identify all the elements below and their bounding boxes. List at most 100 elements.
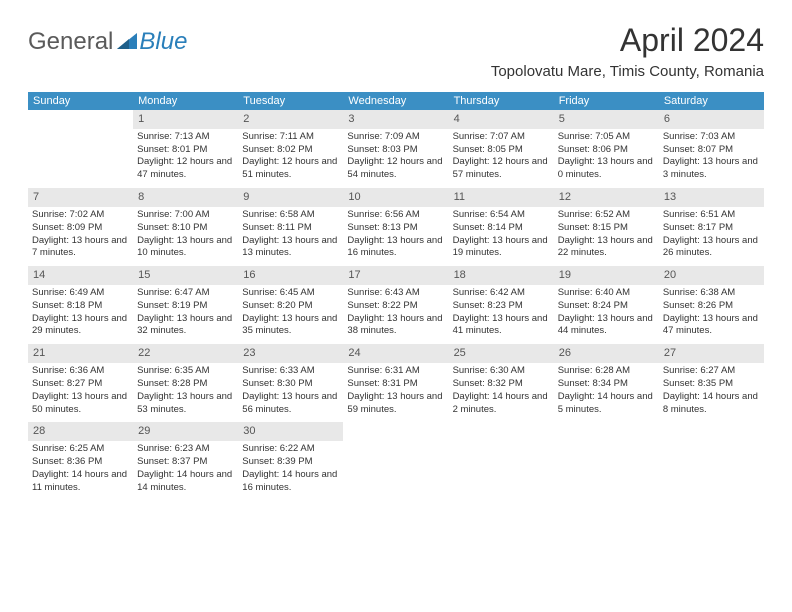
daylight-text: Daylight: 13 hours and 16 minutes. bbox=[347, 235, 444, 261]
sunrise-text: Sunrise: 6:23 AM bbox=[137, 443, 234, 456]
daylight-text: Daylight: 13 hours and 19 minutes. bbox=[453, 235, 550, 261]
daylight-text: Daylight: 12 hours and 57 minutes. bbox=[453, 156, 550, 182]
sunset-text: Sunset: 8:24 PM bbox=[558, 300, 655, 313]
sunset-text: Sunset: 8:05 PM bbox=[453, 144, 550, 157]
sunrise-text: Sunrise: 7:11 AM bbox=[242, 131, 339, 144]
day-cell bbox=[28, 129, 133, 188]
day-content-row: Sunrise: 6:25 AMSunset: 8:36 PMDaylight:… bbox=[28, 441, 764, 500]
daylight-text: Daylight: 12 hours and 54 minutes. bbox=[347, 156, 444, 182]
day-cell bbox=[554, 441, 659, 500]
day-number: 17 bbox=[343, 266, 448, 285]
day-cell: Sunrise: 6:45 AMSunset: 8:20 PMDaylight:… bbox=[238, 285, 343, 344]
day-number: 26 bbox=[554, 344, 659, 363]
day-number: 9 bbox=[238, 188, 343, 207]
sunset-text: Sunset: 8:11 PM bbox=[242, 222, 339, 235]
logo-text-general: General bbox=[28, 28, 113, 56]
day-number bbox=[28, 110, 133, 129]
day-cell: Sunrise: 7:09 AMSunset: 8:03 PMDaylight:… bbox=[343, 129, 448, 188]
day-cell: Sunrise: 6:49 AMSunset: 8:18 PMDaylight:… bbox=[28, 285, 133, 344]
day-number: 29 bbox=[133, 422, 238, 441]
day-cell: Sunrise: 7:00 AMSunset: 8:10 PMDaylight:… bbox=[133, 207, 238, 266]
sunrise-text: Sunrise: 6:25 AM bbox=[32, 443, 129, 456]
day-number: 21 bbox=[28, 344, 133, 363]
daylight-text: Daylight: 13 hours and 22 minutes. bbox=[558, 235, 655, 261]
sunset-text: Sunset: 8:14 PM bbox=[453, 222, 550, 235]
day-number-row: 14151617181920 bbox=[28, 266, 764, 285]
day-number: 16 bbox=[238, 266, 343, 285]
sunset-text: Sunset: 8:30 PM bbox=[242, 378, 339, 391]
sunrise-text: Sunrise: 6:47 AM bbox=[137, 287, 234, 300]
daylight-text: Daylight: 13 hours and 7 minutes. bbox=[32, 235, 129, 261]
day-number: 22 bbox=[133, 344, 238, 363]
day-number: 13 bbox=[659, 188, 764, 207]
day-number: 11 bbox=[449, 188, 554, 207]
weekday-header: Monday bbox=[133, 92, 238, 110]
day-cell: Sunrise: 6:22 AMSunset: 8:39 PMDaylight:… bbox=[238, 441, 343, 500]
sunset-text: Sunset: 8:32 PM bbox=[453, 378, 550, 391]
sunset-text: Sunset: 8:01 PM bbox=[137, 144, 234, 157]
sunrise-text: Sunrise: 6:51 AM bbox=[663, 209, 760, 222]
day-content-row: Sunrise: 6:36 AMSunset: 8:27 PMDaylight:… bbox=[28, 363, 764, 422]
daylight-text: Daylight: 13 hours and 38 minutes. bbox=[347, 313, 444, 339]
daylight-text: Daylight: 14 hours and 11 minutes. bbox=[32, 469, 129, 495]
sunrise-text: Sunrise: 6:35 AM bbox=[137, 365, 234, 378]
sunrise-text: Sunrise: 7:05 AM bbox=[558, 131, 655, 144]
weekday-header: Friday bbox=[554, 92, 659, 110]
day-number: 23 bbox=[238, 344, 343, 363]
sunset-text: Sunset: 8:22 PM bbox=[347, 300, 444, 313]
day-cell: Sunrise: 7:05 AMSunset: 8:06 PMDaylight:… bbox=[554, 129, 659, 188]
daylight-text: Daylight: 13 hours and 41 minutes. bbox=[453, 313, 550, 339]
sunset-text: Sunset: 8:23 PM bbox=[453, 300, 550, 313]
sunset-text: Sunset: 8:03 PM bbox=[347, 144, 444, 157]
sunrise-text: Sunrise: 6:58 AM bbox=[242, 209, 339, 222]
sunset-text: Sunset: 8:13 PM bbox=[347, 222, 444, 235]
day-cell: Sunrise: 6:42 AMSunset: 8:23 PMDaylight:… bbox=[449, 285, 554, 344]
day-number: 10 bbox=[343, 188, 448, 207]
daylight-text: Daylight: 12 hours and 51 minutes. bbox=[242, 156, 339, 182]
day-number: 5 bbox=[554, 110, 659, 129]
day-number: 12 bbox=[554, 188, 659, 207]
day-number-row: 21222324252627 bbox=[28, 344, 764, 363]
sunset-text: Sunset: 8:26 PM bbox=[663, 300, 760, 313]
day-number-row: 78910111213 bbox=[28, 188, 764, 207]
daylight-text: Daylight: 14 hours and 16 minutes. bbox=[242, 469, 339, 495]
day-content-row: Sunrise: 7:13 AMSunset: 8:01 PM Daylight:… bbox=[28, 129, 764, 188]
sunrise-text: Sunrise: 6:54 AM bbox=[453, 209, 550, 222]
day-cell: Sunrise: 6:52 AMSunset: 8:15 PMDaylight:… bbox=[554, 207, 659, 266]
header: General Blue April 2024 Topolovatu Mare,… bbox=[28, 22, 764, 80]
weekday-header: Tuesday bbox=[238, 92, 343, 110]
daylight-text: Daylight: 14 hours and 8 minutes. bbox=[663, 391, 760, 417]
day-number bbox=[449, 422, 554, 441]
day-cell bbox=[343, 441, 448, 500]
sunrise-text: Sunrise: 7:00 AM bbox=[137, 209, 234, 222]
day-content-row: Sunrise: 7:02 AMSunset: 8:09 PMDaylight:… bbox=[28, 207, 764, 266]
sunset-text: Sunset: 8:15 PM bbox=[558, 222, 655, 235]
sunrise-text: Sunrise: 6:45 AM bbox=[242, 287, 339, 300]
day-cell: Sunrise: 6:23 AMSunset: 8:37 PMDaylight:… bbox=[133, 441, 238, 500]
day-number: 14 bbox=[28, 266, 133, 285]
day-number-row: 282930 bbox=[28, 422, 764, 441]
daylight-text: Daylight: 13 hours and 50 minutes. bbox=[32, 391, 129, 417]
daylight-text: Daylight: 13 hours and 32 minutes. bbox=[137, 313, 234, 339]
sunrise-text: Sunrise: 6:52 AM bbox=[558, 209, 655, 222]
day-cell: Sunrise: 6:56 AMSunset: 8:13 PMDaylight:… bbox=[343, 207, 448, 266]
daylight-text: Daylight: 13 hours and 29 minutes. bbox=[32, 313, 129, 339]
sunrise-text: Sunrise: 6:30 AM bbox=[453, 365, 550, 378]
day-number: 20 bbox=[659, 266, 764, 285]
logo-triangle-icon bbox=[117, 33, 137, 54]
sunrise-text: Sunrise: 6:42 AM bbox=[453, 287, 550, 300]
day-number bbox=[343, 422, 448, 441]
day-number: 6 bbox=[659, 110, 764, 129]
sunrise-text: Sunrise: 7:13 AM bbox=[137, 131, 234, 144]
weekday-header: Saturday bbox=[659, 92, 764, 110]
day-cell bbox=[449, 441, 554, 500]
weekday-header: Thursday bbox=[449, 92, 554, 110]
sunset-text: Sunset: 8:35 PM bbox=[663, 378, 760, 391]
sunrise-text: Sunrise: 6:49 AM bbox=[32, 287, 129, 300]
day-cell: Sunrise: 6:43 AMSunset: 8:22 PMDaylight:… bbox=[343, 285, 448, 344]
sunset-text: Sunset: 8:02 PM bbox=[242, 144, 339, 157]
day-number: 18 bbox=[449, 266, 554, 285]
sunset-text: Sunset: 8:06 PM bbox=[558, 144, 655, 157]
sunset-text: Sunset: 8:17 PM bbox=[663, 222, 760, 235]
daylight-text: Daylight: 14 hours and 14 minutes. bbox=[137, 469, 234, 495]
